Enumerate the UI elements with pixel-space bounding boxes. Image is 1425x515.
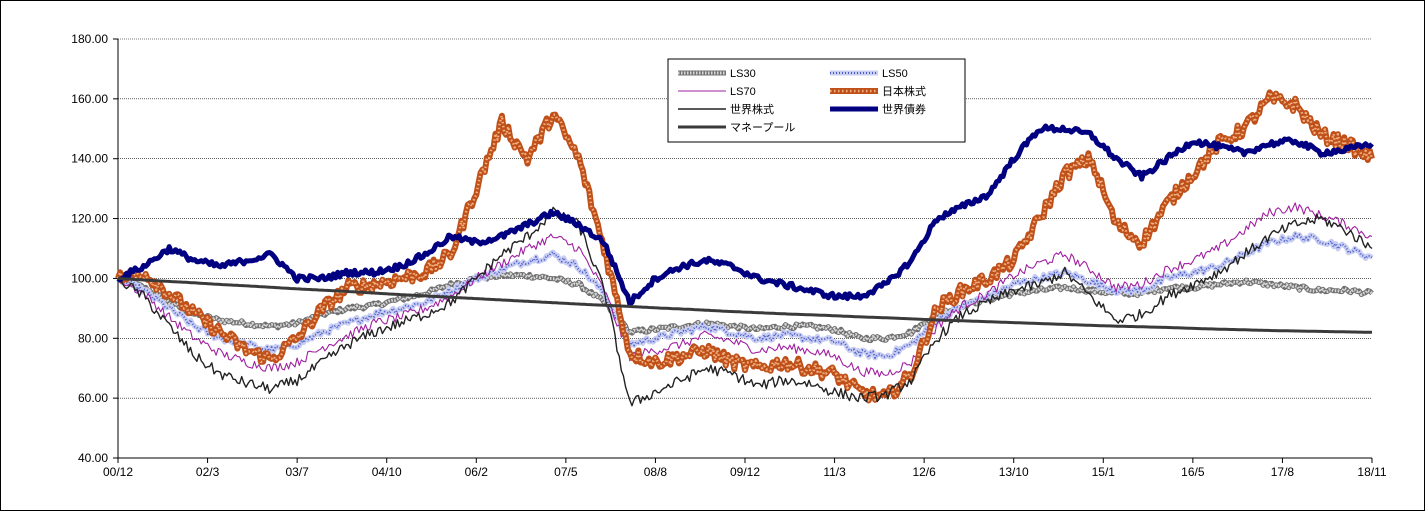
series-line: [116, 91, 1374, 402]
x-tick-label: 06/2: [465, 465, 489, 479]
legend-item: 世界株式: [678, 102, 774, 116]
series-line: [117, 232, 1373, 359]
x-tick-label: 03/7: [285, 465, 309, 479]
legend-item: 日本株式: [830, 84, 926, 98]
series-line: [116, 123, 1374, 307]
x-tick-label: 17/8: [1271, 465, 1295, 479]
series-LS70: [117, 202, 1373, 378]
x-tick-label: 18/11: [1357, 465, 1386, 479]
series-line: [118, 271, 1374, 343]
y-tick-label: 180.00: [71, 32, 108, 46]
plot-area-series: [115, 89, 1375, 407]
series-line: [117, 276, 1372, 334]
x-tick-label: 12/6: [912, 465, 936, 479]
series-世界債券: [116, 123, 1374, 307]
series-LS50: [116, 231, 1374, 361]
legend-item: LS70: [678, 86, 756, 98]
x-tick-label: 13/10: [999, 465, 1029, 479]
legend-item: マネープール: [678, 121, 795, 134]
x-tick-label: 16/5: [1181, 465, 1205, 479]
series-世界株式: [117, 206, 1373, 407]
series-line: [117, 206, 1373, 407]
series-line: [117, 202, 1373, 378]
legend-label: LS30: [730, 68, 756, 80]
legend-label: 世界株式: [730, 102, 774, 116]
y-tick-label: 140.00: [71, 152, 108, 166]
y-tick-label: 100.00: [71, 271, 108, 285]
legend-label: LS50: [882, 68, 908, 80]
series-マネープール: [117, 276, 1372, 334]
x-tick-label: 08/8: [644, 465, 668, 479]
x-tick-label: 15/1: [1092, 465, 1116, 479]
series-日本株式: [115, 89, 1375, 404]
x-tick-label: 00/12: [103, 465, 133, 479]
x-tick-label: 07/5: [554, 465, 578, 479]
y-tick-label: 120.00: [71, 212, 108, 226]
y-tick-label: 40.00: [78, 451, 108, 465]
y-tick-label: 60.00: [78, 391, 108, 405]
legend-item: 世界債券: [830, 102, 926, 116]
legend-item: LS50: [830, 68, 908, 80]
x-tick-label: 11/3: [823, 465, 846, 479]
y-tick-label: 80.00: [78, 331, 108, 345]
y-axis-tick-labels: 40.00 60.00 80.00 100.00 120.00 140.00 160.00 1…: [71, 32, 108, 465]
x-tick-label: 09/12: [730, 465, 760, 479]
legend-label: LS70: [730, 86, 756, 98]
x-axis-tick-labels: 00/12 02/3 03/7 04/10 06/2 07/5 08/8 09/12 11/3 1…: [103, 465, 1387, 479]
legend-item: LS30: [678, 68, 756, 80]
legend-label: マネープール: [730, 121, 795, 134]
series-LS30: [117, 270, 1374, 344]
x-tick-label: 04/10: [372, 465, 402, 479]
axes: [113, 38, 1373, 463]
y-tick-label: 160.00: [71, 92, 108, 106]
legend-label: 日本株式: [882, 84, 926, 98]
x-tick-label: 02/3: [196, 465, 220, 479]
legend-label: 世界債券: [882, 102, 926, 116]
